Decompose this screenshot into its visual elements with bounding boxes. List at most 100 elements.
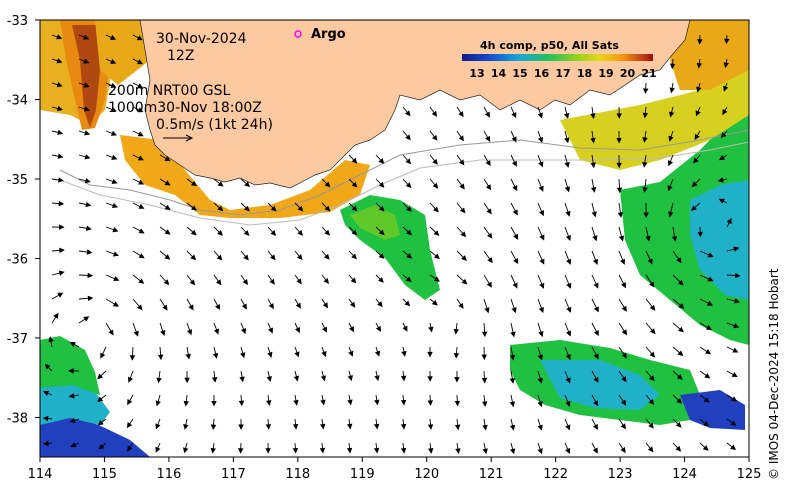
current-arrow-head	[155, 400, 161, 407]
current-arrow-head	[292, 447, 299, 454]
current-arrow-head	[564, 186, 571, 193]
current-arrow-head	[537, 401, 543, 408]
current-arrow-head	[266, 376, 272, 382]
current-arrow-head	[621, 352, 627, 359]
current-arrow-head	[427, 376, 433, 382]
x-tick-label: 120	[414, 467, 439, 482]
x-tick-label: 123	[608, 467, 633, 482]
sst-patch-west-hottest	[72, 25, 100, 128]
current-arrow-head	[86, 249, 93, 255]
current-arrow-head	[537, 112, 543, 119]
current-arrow-head	[138, 179, 145, 185]
current-arrow-head	[42, 390, 50, 396]
current-arrow-head	[723, 62, 729, 69]
current-arrow-head	[57, 129, 64, 136]
current-arrow-head	[512, 209, 518, 216]
current-arrow-head	[511, 112, 517, 119]
current-arrow-head	[592, 447, 598, 454]
current-arrow-head	[592, 235, 598, 242]
current-arrow-head	[669, 87, 675, 94]
current-arrow-head	[183, 447, 189, 454]
current-arrow-head	[347, 399, 353, 406]
current-arrow-head	[718, 198, 725, 204]
current-arrow-head	[378, 253, 385, 259]
current-arrow-head	[487, 257, 493, 264]
current-arrow-head	[593, 306, 599, 313]
current-arrow-head	[296, 278, 302, 285]
sst-patch-ne	[670, 20, 749, 90]
scale-label: 0.5m/s (1kt 24h)	[156, 117, 273, 133]
colorbar-tick-label: 20	[620, 67, 636, 80]
current-arrow-head	[642, 137, 648, 143]
current-arrow-head	[69, 341, 76, 347]
current-arrow-head	[97, 396, 104, 403]
current-arrow-head	[401, 350, 407, 357]
x-tick-label: 116	[156, 467, 181, 482]
current-arrow-head	[730, 420, 737, 426]
current-arrow-head	[217, 205, 224, 212]
x-axis: 114 115 116 117 118 119 120 121 122 123 124 125	[28, 457, 761, 482]
argo-label: Argo	[311, 27, 346, 42]
current-arrow-head	[213, 328, 220, 335]
current-arrow-head	[211, 377, 218, 383]
current-arrow-head	[48, 336, 54, 343]
current-arrow-head	[482, 401, 488, 407]
current-arrow-head	[427, 400, 434, 406]
current-arrow-head	[427, 448, 434, 454]
current-arrow-head	[459, 183, 465, 190]
current-arrow-head	[620, 423, 626, 430]
current-arrow-head	[513, 258, 519, 265]
current-arrow-head	[564, 161, 570, 168]
y-tick-label: -35	[7, 173, 28, 188]
current-arrow-head	[98, 443, 105, 450]
current-arrow-head	[56, 82, 63, 88]
current-arrow-head	[481, 331, 488, 338]
current-arrow-head	[731, 371, 738, 378]
current-arrow-head	[162, 304, 168, 311]
current-arrow-head	[669, 63, 676, 70]
current-arrow-head	[593, 282, 599, 289]
current-arrow-head	[53, 312, 59, 319]
current-arrow-head	[566, 306, 572, 313]
current-arrow-head	[185, 353, 191, 360]
x-tick-label: 121	[479, 467, 504, 482]
current-arrow-head	[84, 154, 91, 160]
current-arrow-head	[405, 182, 412, 189]
current-arrow-head	[702, 445, 709, 451]
current-arrow-head	[100, 352, 106, 359]
hour-label: 12Z	[167, 48, 194, 64]
current-arrow-head	[592, 258, 599, 265]
current-arrow-head	[126, 422, 133, 429]
current-arrow-head	[647, 258, 653, 265]
current-arrow-head	[461, 278, 468, 285]
current-arrow-head	[322, 326, 327, 333]
current-arrow-head	[485, 184, 492, 191]
current-arrow-head	[110, 106, 117, 112]
current-arrow-head	[270, 230, 277, 236]
current-arrow-head	[509, 448, 516, 455]
current-arrow-head	[59, 224, 65, 230]
current-arrow-head	[642, 88, 649, 94]
current-arrow-head	[565, 424, 571, 431]
current-arrow-head	[293, 399, 299, 406]
current-arrow-head	[405, 158, 412, 165]
current-arrow-head	[675, 421, 682, 428]
y-tick-label: -34	[7, 94, 28, 109]
current-arrow-head	[510, 331, 516, 338]
current-arrow-head	[616, 187, 623, 194]
current-arrow-head	[377, 301, 383, 308]
current-arrow-head	[431, 134, 438, 141]
current-arrow-head	[511, 136, 517, 143]
current-arrow-head	[482, 424, 488, 431]
current-arrow-head	[127, 399, 133, 406]
current-arrow-head	[620, 399, 627, 406]
current-arrow-head	[155, 446, 161, 453]
current-arrow-head	[404, 300, 411, 307]
current-arrow-head	[620, 258, 626, 265]
current-arrow-head	[703, 397, 710, 403]
current-arrow-head	[642, 112, 649, 119]
x-tick-label: 119	[350, 467, 375, 482]
current-arrow-head	[538, 161, 544, 168]
current-arrow-head	[433, 253, 440, 260]
x-tick-label: 122	[543, 467, 568, 482]
